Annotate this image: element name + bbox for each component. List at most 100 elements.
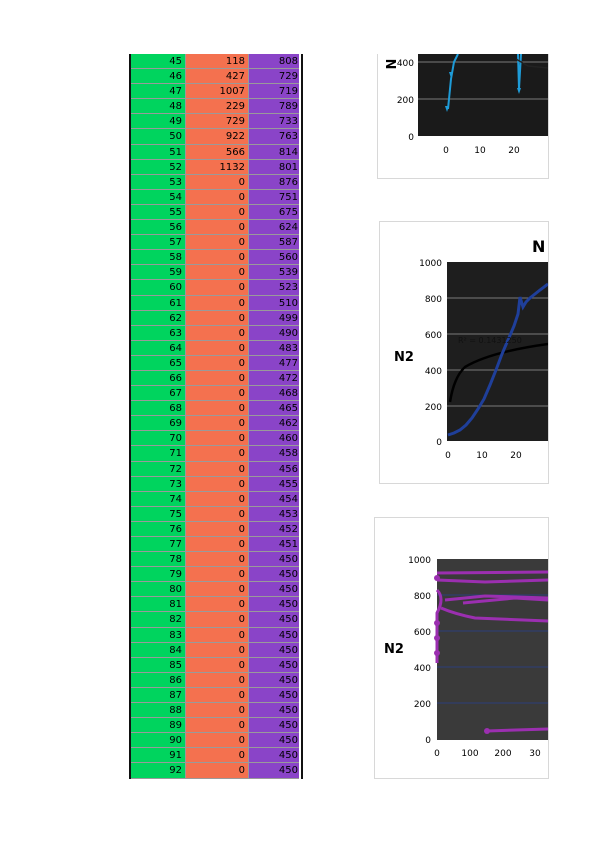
- value-a-cell[interactable]: 0: [186, 416, 249, 432]
- row-number-cell[interactable]: 77: [131, 537, 186, 553]
- value-b-cell[interactable]: 452: [249, 521, 299, 537]
- row-number-cell[interactable]: 46: [131, 69, 186, 85]
- row-number-cell[interactable]: 54: [131, 189, 186, 205]
- value-a-cell[interactable]: 0: [186, 174, 249, 190]
- value-a-cell[interactable]: 0: [186, 295, 249, 311]
- row-number-cell[interactable]: 66: [131, 370, 186, 387]
- row-number-cell[interactable]: 58: [131, 250, 186, 266]
- value-b-cell[interactable]: 675: [249, 204, 299, 221]
- value-a-cell[interactable]: 0: [186, 567, 249, 583]
- value-a-cell[interactable]: 0: [186, 370, 249, 387]
- value-a-cell[interactable]: 0: [186, 506, 249, 522]
- value-b-cell[interactable]: 460: [249, 431, 299, 447]
- value-b-cell[interactable]: 455: [249, 476, 299, 492]
- value-b-cell[interactable]: 472: [249, 370, 299, 387]
- value-b-cell[interactable]: 465: [249, 401, 299, 417]
- chart-panel-2[interactable]: N 1000 800 600 400 200 0 N2 0 10 20 R² =…: [379, 221, 549, 484]
- value-a-cell[interactable]: 0: [186, 597, 249, 613]
- value-a-cell[interactable]: 229: [186, 99, 249, 115]
- row-number-cell[interactable]: 68: [131, 401, 186, 417]
- value-b-cell[interactable]: 733: [249, 114, 299, 130]
- value-a-cell[interactable]: 0: [186, 310, 249, 326]
- value-b-cell[interactable]: 456: [249, 461, 299, 477]
- value-b-cell[interactable]: 450: [249, 552, 299, 568]
- value-b-cell[interactable]: 450: [249, 672, 299, 688]
- row-number-cell[interactable]: 84: [131, 642, 186, 658]
- value-b-cell[interactable]: 450: [249, 582, 299, 598]
- value-b-cell[interactable]: 451: [249, 537, 299, 553]
- value-b-cell[interactable]: 450: [249, 748, 299, 764]
- row-number-cell[interactable]: 71: [131, 446, 186, 462]
- row-number-cell[interactable]: 57: [131, 235, 186, 251]
- row-number-cell[interactable]: 49: [131, 114, 186, 130]
- value-a-cell[interactable]: 0: [186, 748, 249, 764]
- value-b-cell[interactable]: 814: [249, 144, 299, 160]
- row-number-cell[interactable]: 90: [131, 733, 186, 749]
- value-b-cell[interactable]: 490: [249, 325, 299, 341]
- row-number-cell[interactable]: 48: [131, 99, 186, 115]
- value-b-cell[interactable]: 719: [249, 84, 299, 100]
- value-b-cell[interactable]: 624: [249, 220, 299, 236]
- value-a-cell[interactable]: 566: [186, 144, 249, 160]
- value-b-cell[interactable]: 450: [249, 612, 299, 628]
- value-b-cell[interactable]: 477: [249, 355, 299, 371]
- value-a-cell[interactable]: 729: [186, 114, 249, 130]
- value-a-cell[interactable]: 0: [186, 687, 249, 704]
- row-number-cell[interactable]: 78: [131, 552, 186, 568]
- row-number-cell[interactable]: 79: [131, 567, 186, 583]
- value-a-cell[interactable]: 0: [186, 340, 249, 356]
- value-b-cell[interactable]: 499: [249, 310, 299, 326]
- row-number-cell[interactable]: 72: [131, 461, 186, 477]
- row-number-cell[interactable]: 89: [131, 718, 186, 734]
- value-b-cell[interactable]: 450: [249, 763, 299, 779]
- value-b-cell[interactable]: 808: [249, 54, 299, 70]
- value-b-cell[interactable]: 539: [249, 265, 299, 281]
- row-number-cell[interactable]: 80: [131, 582, 186, 598]
- row-number-cell[interactable]: 67: [131, 386, 186, 402]
- value-b-cell[interactable]: 483: [249, 340, 299, 356]
- value-a-cell[interactable]: 0: [186, 220, 249, 236]
- value-b-cell[interactable]: 450: [249, 597, 299, 613]
- value-b-cell[interactable]: 876: [249, 174, 299, 190]
- row-number-cell[interactable]: 53: [131, 174, 186, 190]
- row-number-cell[interactable]: 52: [131, 159, 186, 175]
- value-a-cell[interactable]: 1132: [186, 159, 249, 175]
- value-b-cell[interactable]: 729: [249, 69, 299, 85]
- value-b-cell[interactable]: 458: [249, 446, 299, 462]
- value-a-cell[interactable]: 427: [186, 69, 249, 85]
- value-b-cell[interactable]: 462: [249, 416, 299, 432]
- value-b-cell[interactable]: 450: [249, 733, 299, 749]
- value-a-cell[interactable]: 0: [186, 552, 249, 568]
- row-number-cell[interactable]: 47: [131, 84, 186, 100]
- row-number-cell[interactable]: 85: [131, 657, 186, 673]
- value-a-cell[interactable]: 0: [186, 355, 249, 371]
- value-a-cell[interactable]: 922: [186, 129, 249, 145]
- row-number-cell[interactable]: 92: [131, 763, 186, 779]
- value-a-cell[interactable]: 0: [186, 280, 249, 296]
- row-number-cell[interactable]: 69: [131, 416, 186, 432]
- value-a-cell[interactable]: 0: [186, 204, 249, 221]
- value-a-cell[interactable]: 0: [186, 672, 249, 688]
- value-a-cell[interactable]: 0: [186, 763, 249, 779]
- value-a-cell[interactable]: 0: [186, 325, 249, 341]
- row-number-cell[interactable]: 74: [131, 491, 186, 507]
- value-b-cell[interactable]: 454: [249, 491, 299, 507]
- row-number-cell[interactable]: 91: [131, 748, 186, 764]
- row-number-cell[interactable]: 75: [131, 506, 186, 522]
- value-b-cell[interactable]: 450: [249, 657, 299, 673]
- row-number-cell[interactable]: 59: [131, 265, 186, 281]
- row-number-cell[interactable]: 73: [131, 476, 186, 492]
- row-number-cell[interactable]: 62: [131, 310, 186, 326]
- row-number-cell[interactable]: 76: [131, 521, 186, 537]
- row-number-cell[interactable]: 65: [131, 355, 186, 371]
- value-a-cell[interactable]: 0: [186, 612, 249, 628]
- value-a-cell[interactable]: 0: [186, 431, 249, 447]
- value-b-cell[interactable]: 763: [249, 129, 299, 145]
- value-a-cell[interactable]: 118: [186, 54, 249, 70]
- value-b-cell[interactable]: 450: [249, 718, 299, 734]
- value-a-cell[interactable]: 0: [186, 189, 249, 205]
- value-a-cell[interactable]: 0: [186, 657, 249, 673]
- value-a-cell[interactable]: 0: [186, 642, 249, 658]
- value-a-cell[interactable]: 0: [186, 461, 249, 477]
- row-number-cell[interactable]: 51: [131, 144, 186, 160]
